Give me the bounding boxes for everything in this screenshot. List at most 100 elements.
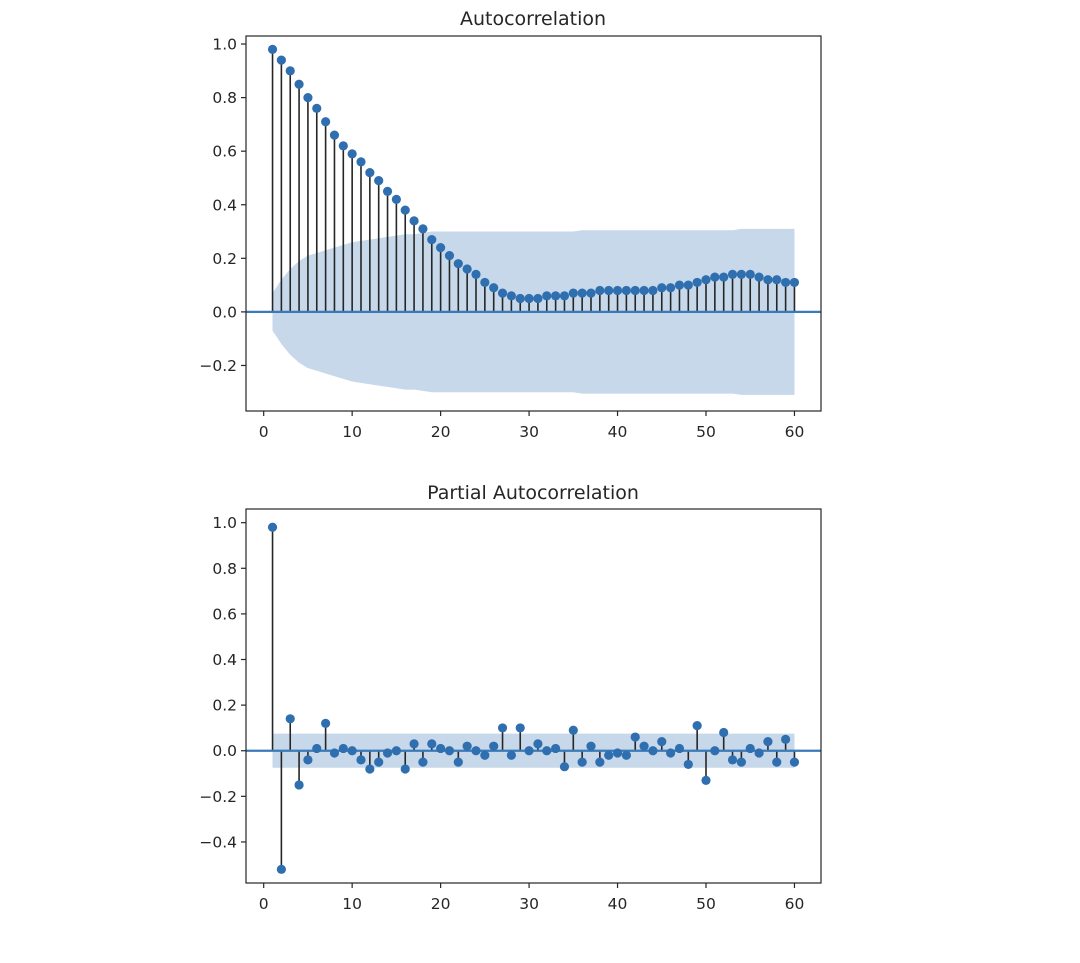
data-point [497,723,508,733]
data-point [781,277,791,288]
y-tick-label: 0.4 [212,196,237,214]
data-point [400,764,410,774]
data-point [745,269,755,279]
data-point [462,264,472,274]
data-point [374,176,384,186]
data-point [533,293,543,304]
data-point [418,224,428,234]
y-tick-label: 1.0 [212,514,237,532]
data-point [338,141,348,151]
x-tick-label: 30 [519,895,539,913]
y-tick-label: 0.0 [212,303,237,321]
data-point [453,757,463,767]
data-point [754,272,764,282]
data-point [480,277,490,288]
data-point [727,269,738,279]
y-tick-label: −0.2 [199,788,237,806]
y-tick-label: 0.6 [212,143,237,161]
data-point [542,291,552,301]
data-point [754,748,764,758]
data-point [515,723,525,733]
data-point [551,743,561,754]
data-point [524,293,534,304]
data-point [568,288,578,298]
data-point [763,275,773,285]
x-tick-label: 30 [519,423,539,441]
data-point [586,288,596,298]
data-point [719,272,729,282]
data-point [630,285,640,296]
data-point [294,780,304,790]
y-tick-label: 0.4 [212,651,237,669]
data-point [595,285,605,296]
data-point [276,864,286,874]
y-tick-label: −0.2 [199,357,237,375]
data-point [285,66,295,76]
data-point [736,269,746,279]
data-point [453,259,463,269]
data-point [436,743,446,754]
data-point [781,734,791,744]
data-point [630,732,640,742]
data-point [674,743,685,754]
data-point [418,757,428,767]
data-point [267,44,278,54]
x-tick-label: 10 [342,895,362,913]
data-point [533,739,543,749]
data-point [276,55,286,65]
data-point [303,755,313,765]
data-point [692,277,702,288]
data-point [568,725,578,735]
x-tick-label: 20 [431,423,451,441]
data-point [471,269,481,279]
data-point [604,285,614,296]
data-point [701,775,711,785]
data-point [480,750,490,760]
x-tick-label: 50 [696,895,716,913]
y-tick-label: 0.8 [212,89,237,107]
data-point [683,280,693,290]
data-point [444,746,455,756]
data-point [657,737,667,747]
data-point [303,93,313,103]
data-point [497,288,508,298]
data-point [471,746,481,756]
data-point [374,757,384,767]
y-tick-label: −0.4 [199,833,237,851]
data-point [577,288,587,298]
data-point [312,743,322,754]
data-point [657,283,667,293]
pacf-title: Partial Autocorrelation [427,482,639,504]
data-point [365,168,375,178]
data-point [489,283,499,293]
y-tick-label: 1.0 [212,36,237,54]
data-point [639,285,649,296]
data-point [542,746,552,756]
data-point [612,748,623,758]
data-point [382,186,393,196]
data-point [347,149,357,159]
data-point [745,743,755,754]
data-point [365,764,375,774]
data-point [736,757,746,767]
data-point [621,750,631,760]
data-point [577,757,587,767]
data-point [772,275,782,285]
data-point [789,277,800,288]
data-point [285,714,295,724]
data-point [710,746,720,756]
data-point [666,283,676,293]
data-point [515,293,525,304]
data-point [648,746,658,756]
data-point [356,755,366,765]
data-point [710,272,720,282]
data-point [586,741,596,751]
x-tick-label: 40 [608,423,628,441]
axes-frame [245,508,822,884]
data-point [294,79,304,89]
data-point [400,205,410,215]
data-point [727,755,738,765]
data-point [356,157,366,167]
data-point [604,750,614,760]
